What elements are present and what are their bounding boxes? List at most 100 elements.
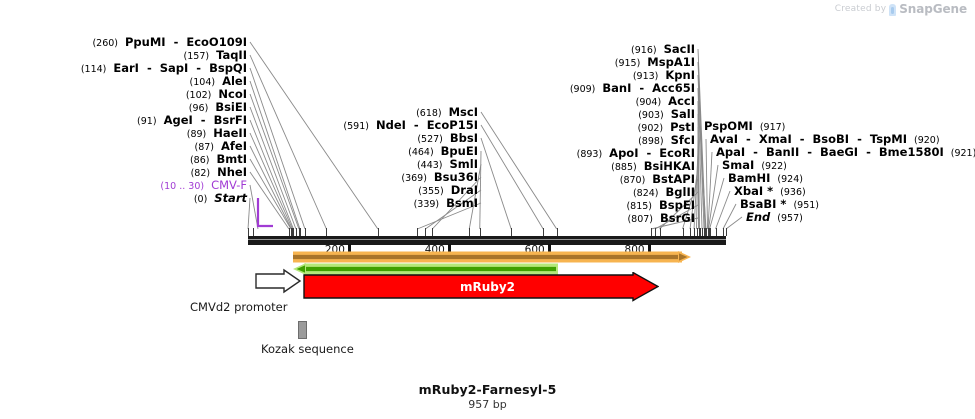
enzyme-site-label[interactable]: BamHI (924) — [728, 171, 803, 186]
enzyme-site-label[interactable]: (114) EarI - SapI - BspQI — [80, 61, 247, 76]
enzyme-site-label[interactable]: AvaI - XmaI - BsoBI - TspMI (920) — [710, 132, 940, 147]
cmvd2-promoter-arrow[interactable] — [254, 268, 302, 294]
enzyme-site-label[interactable]: (82) NheI — [190, 165, 247, 180]
ruler-site-tick — [293, 228, 295, 236]
ruler-site-tick — [690, 228, 692, 236]
enzyme-site-label[interactable]: (618) MscI — [416, 105, 478, 120]
enzyme-site-label[interactable]: (915) MspA1I — [614, 55, 695, 70]
enzyme-site-label[interactable]: PspOMI (917) — [704, 119, 786, 134]
ruler-site-tick — [304, 228, 306, 236]
orange-feature-arrow[interactable] — [292, 250, 692, 264]
enzyme-site-label[interactable]: End (957) — [746, 210, 803, 225]
page-subtitle: 957 bp — [468, 398, 507, 411]
ruler-site-tick — [556, 228, 558, 236]
enzyme-site-label[interactable]: (443) SmlI — [416, 157, 478, 172]
enzyme-site-label[interactable]: (902) PstI — [637, 120, 695, 135]
ruler-site-tick — [699, 228, 701, 236]
enzyme-site-label[interactable]: (807) BsrGI — [627, 211, 695, 226]
page-title: mRuby2-Farnesyl-5 — [418, 382, 557, 397]
ruler-site-tick — [288, 228, 290, 236]
kozak-sequence-box[interactable] — [298, 321, 307, 339]
enzyme-site-label[interactable]: ApaI - BanII - BaeGI - Bme1580I (921) — [716, 145, 975, 160]
enzyme-site-label[interactable]: BsaBI * (951) — [740, 197, 819, 212]
enzyme-label-column-4: PspOMI (917) AvaI - XmaI - BsoBI - TspMI … — [704, 119, 975, 225]
enzyme-site-label[interactable]: (355) DraI — [418, 183, 478, 198]
sequence-ruler[interactable]: 200 400 600 800 — [248, 228, 727, 258]
enzyme-site-label[interactable]: (916) SacII — [631, 42, 695, 57]
snapgene-watermark: Created by SnapGene — [835, 2, 967, 16]
enzyme-site-label[interactable]: (96) BsiEI — [188, 100, 247, 115]
enzyme-label-column-3: (916) SacII (915) MspA1I (913) KpnI (909) B… — [0, 42, 695, 226]
enzyme-site-label[interactable]: (591) NdeI - EcoP15I — [343, 118, 478, 133]
enzyme-site-label[interactable]: (102) NcoI — [185, 87, 247, 102]
ruler-site-tick — [715, 228, 717, 236]
enzyme-site-label[interactable]: (909) BanI - Acc65I — [569, 81, 695, 96]
ruler-site-tick — [291, 228, 293, 236]
cmvd2-promoter-label: CMVd2 promoter — [190, 300, 288, 314]
enzyme-label-column-1: (260) PpuMI - EcoO109I (157) TaqII (114) E… — [0, 35, 248, 206]
ruler-major-tick — [447, 244, 451, 253]
enzyme-site-label[interactable]: (89) HaeII — [186, 126, 247, 141]
watermark-brand: SnapGene — [899, 2, 967, 16]
ruler-site-tick — [709, 228, 711, 236]
enzyme-site-label[interactable]: (86) BmtI — [189, 152, 247, 167]
enzyme-site-label[interactable]: (87) AfeI — [194, 139, 248, 154]
ruler-site-tick — [726, 228, 727, 236]
enzyme-site-label[interactable]: (898) SfcI — [638, 133, 695, 148]
enzyme-site-label[interactable]: (0) Start — [193, 191, 247, 206]
ruler-site-tick — [425, 228, 427, 236]
green-feature-arrow[interactable] — [292, 262, 560, 276]
ruler-site-tick — [655, 228, 657, 236]
ruler-site-tick — [248, 228, 249, 236]
enzyme-site-label[interactable]: (10 .. 30) CMV-F — [160, 178, 247, 193]
enzyme-site-label[interactable]: (903) SalI — [638, 107, 695, 122]
ruler-site-tick — [659, 228, 661, 236]
ruler-site-tick — [543, 228, 545, 236]
ruler-site-tick — [417, 228, 419, 236]
ruler-major-tick — [347, 244, 351, 253]
enzyme-site-label[interactable]: (904) AccI — [635, 94, 695, 109]
watermark-prefix: Created by — [834, 4, 887, 14]
enzyme-site-label[interactable]: (260) PpuMI - EcoO109I — [92, 35, 247, 50]
cmv-f-primer-marker[interactable] — [256, 198, 274, 230]
ruler-bar — [248, 236, 726, 245]
enzyme-site-label[interactable]: (369) Bsu36I — [401, 170, 478, 185]
ruler-site-tick — [469, 228, 471, 236]
enzyme-site-label[interactable]: (339) BsmI — [413, 196, 478, 211]
ruler-site-tick — [696, 228, 698, 236]
ruler-site-tick — [708, 228, 710, 236]
ruler-major-tick — [647, 244, 651, 253]
enzyme-site-label[interactable]: SmaI (922) — [722, 158, 787, 173]
enzyme-site-label[interactable]: (104) AleI — [189, 74, 247, 89]
mruby2-cds-arrow[interactable] — [303, 272, 659, 302]
ruler-site-tick — [682, 228, 684, 236]
ruler-site-tick — [377, 228, 379, 236]
ruler-site-tick — [299, 228, 301, 236]
enzyme-label-column-2: (618) MscI (591) NdeI - EcoP15I (527) BbsI… — [0, 105, 478, 211]
kozak-sequence-label: Kozak sequence — [261, 342, 354, 356]
enzyme-site-label[interactable]: (527) BbsI — [417, 131, 478, 146]
enzyme-site-label[interactable]: XbaI * (936) — [734, 184, 806, 199]
ruler-site-tick — [479, 228, 481, 236]
ruler-site-tick — [511, 228, 513, 236]
ruler-site-tick — [326, 228, 328, 236]
enzyme-site-label[interactable]: (464) BpuEI — [408, 144, 478, 159]
enzyme-site-label[interactable]: (815) BspEI — [626, 198, 695, 213]
enzyme-site-label[interactable]: (870) BstAPI — [619, 172, 695, 187]
ruler-site-tick — [432, 228, 434, 236]
ruler-major-tick — [547, 244, 551, 253]
ruler-site-tick — [292, 228, 294, 236]
enzyme-site-label[interactable]: (824) BglII — [632, 185, 695, 200]
enzyme-site-label[interactable]: (913) KpnI — [632, 68, 695, 83]
enzyme-site-label[interactable]: (893) ApoI - EcoRI — [576, 146, 695, 161]
enzyme-site-label[interactable]: (91) AgeI - BsrFI — [137, 113, 247, 128]
snapgene-logo-icon — [889, 4, 897, 16]
enzyme-site-label[interactable]: (885) BsiHKAI — [611, 159, 695, 174]
ruler-site-tick — [252, 228, 254, 236]
ruler-site-tick — [704, 228, 706, 236]
ruler-site-tick — [706, 228, 708, 236]
ruler-site-tick — [298, 228, 300, 236]
ruler-site-tick — [651, 228, 653, 236]
enzyme-site-label[interactable]: (157) TaqII — [183, 48, 247, 63]
